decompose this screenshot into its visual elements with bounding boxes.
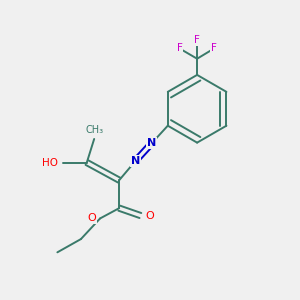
Text: CH₃: CH₃ xyxy=(85,124,103,134)
Text: O: O xyxy=(88,213,97,223)
Text: N: N xyxy=(147,138,156,148)
Text: N: N xyxy=(131,156,140,166)
Text: F: F xyxy=(211,44,217,53)
Text: O: O xyxy=(146,211,154,220)
Text: F: F xyxy=(194,35,200,46)
Text: HO: HO xyxy=(42,158,58,167)
Text: F: F xyxy=(176,44,182,53)
